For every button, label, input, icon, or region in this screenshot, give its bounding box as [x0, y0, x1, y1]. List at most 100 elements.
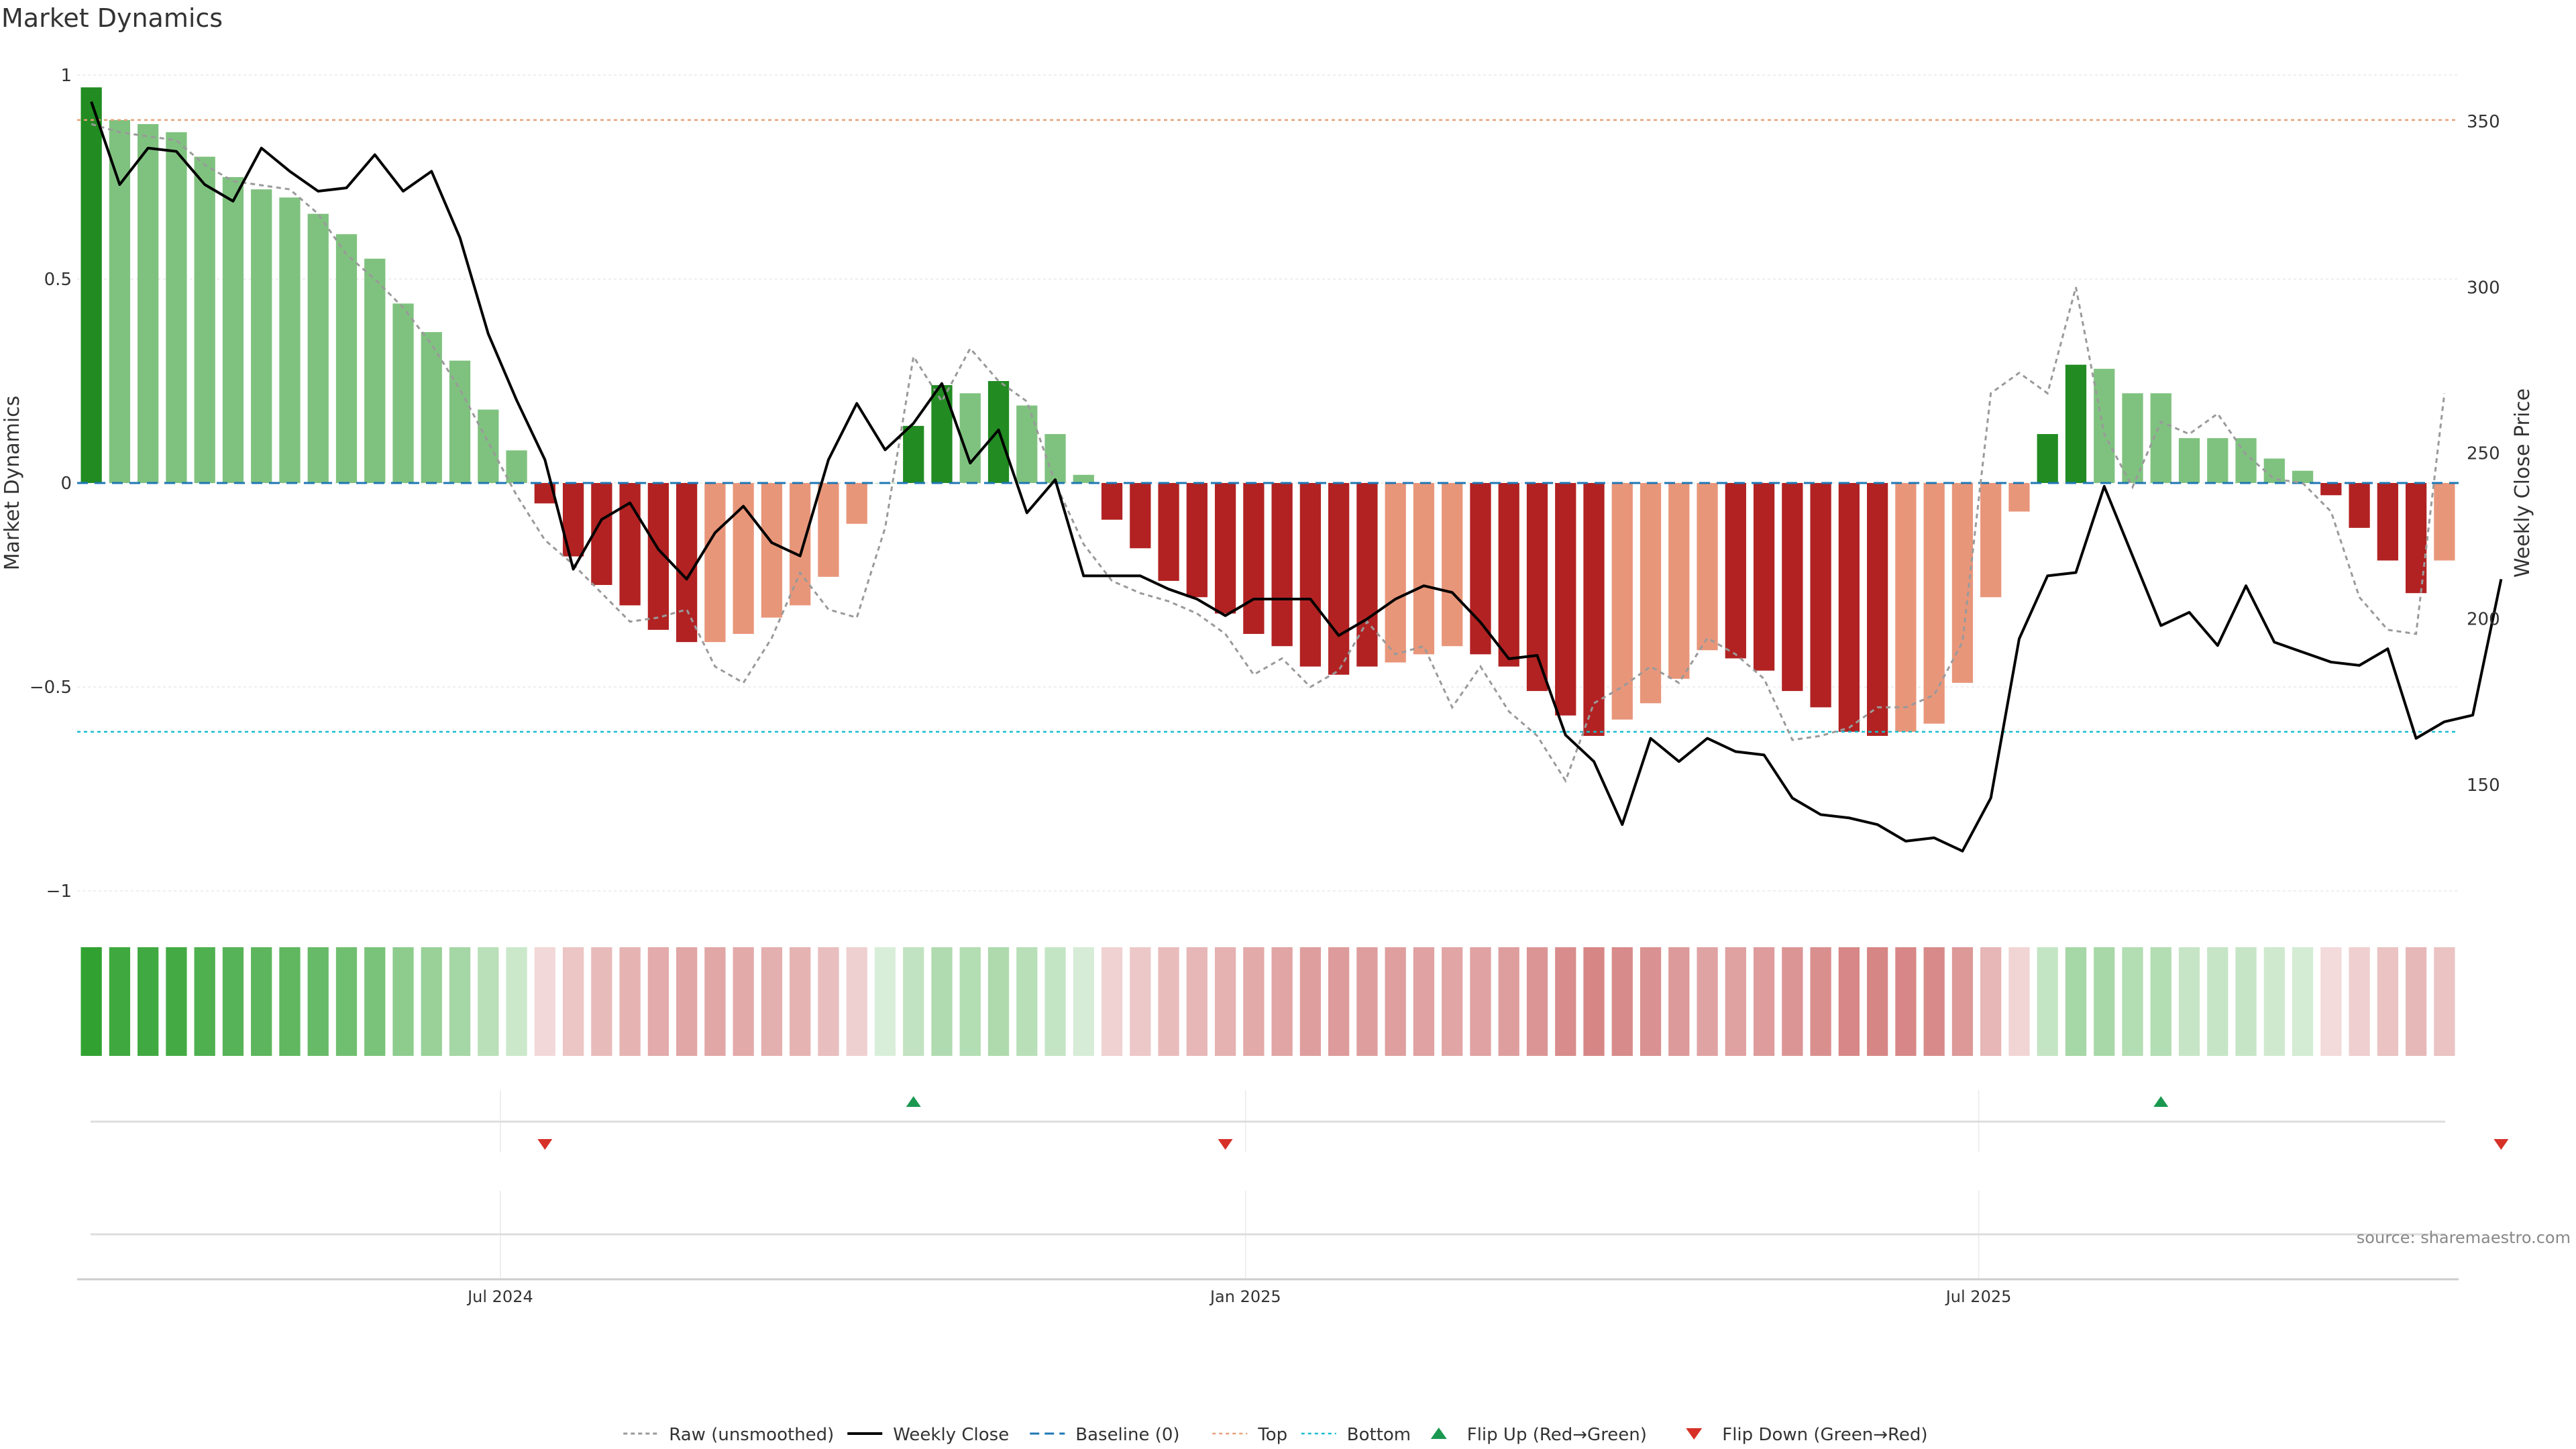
dynamics-bar — [1810, 483, 1831, 708]
dynamics-bar — [1923, 483, 1945, 724]
heat-strip-cell — [1980, 947, 2002, 1056]
legend-swatch-flip-up — [1430, 1428, 1447, 1439]
main-panel: 1 0.5 0 −0.5 −1 350 300 250 200 150 Market Dynamic… — [1, 66, 2534, 902]
heat-strip-cell — [1498, 947, 1519, 1056]
heat-strip-cell — [790, 947, 811, 1056]
heat-strip-cell — [1044, 947, 1066, 1056]
heat-strip-cell — [2178, 947, 2200, 1056]
x-tick-label: Jan 2025 — [1209, 1287, 1281, 1306]
heat-strip-cell — [1697, 947, 1718, 1056]
flip-marker-panel — [91, 1090, 2509, 1152]
dynamics-bar — [903, 425, 924, 483]
dynamics-bar — [1980, 483, 2002, 598]
heat-strip-cell — [2207, 947, 2229, 1056]
legend-item-flip-down: Flip Down (Green→Red) — [1686, 1425, 1928, 1445]
dynamics-bar — [1243, 483, 1265, 634]
heat-strip-cell — [222, 947, 244, 1056]
legend-label: Weekly Close — [893, 1425, 1009, 1445]
y-right-tick-label: 200 — [2467, 610, 2500, 630]
heat-strip-cell — [421, 947, 442, 1056]
dynamics-bar — [1186, 483, 1208, 598]
dynamics-bar — [2037, 434, 2058, 483]
heat-strip-cell — [1895, 947, 1917, 1056]
dynamics-bar — [2263, 458, 2285, 483]
dynamics-bar — [790, 483, 811, 606]
legend-label: Top — [1257, 1425, 1287, 1445]
heat-strip-cell — [364, 947, 386, 1056]
heat-strip-cell — [2065, 947, 2087, 1056]
dynamics-bar — [1555, 483, 1576, 716]
heat-strip — [80, 947, 2455, 1056]
dynamics-bar — [2405, 483, 2427, 594]
dynamics-bar — [1442, 483, 1463, 647]
dynamics-bar — [2178, 438, 2200, 483]
heat-strip-cell — [1782, 947, 1803, 1056]
y-right-tick-label: 250 — [2467, 444, 2500, 464]
dynamics-bar — [1413, 483, 1435, 655]
heat-strip-cell — [761, 947, 783, 1056]
heat-strip-cell — [2094, 947, 2115, 1056]
heat-strip-cell — [1413, 947, 1435, 1056]
heat-strip-cell — [2349, 947, 2370, 1056]
heat-strip-cell — [1923, 947, 1945, 1056]
heat-strip-cell — [1016, 947, 1038, 1056]
dynamics-bar — [1498, 483, 1519, 667]
heat-strip-cell — [251, 947, 272, 1056]
heat-strip-cell — [818, 947, 839, 1056]
heat-strip-cell — [1640, 947, 1662, 1056]
heat-strip-cell — [1725, 947, 1746, 1056]
dynamics-bar — [846, 483, 867, 524]
heat-strip-cell — [987, 947, 1010, 1056]
heat-strip-cell — [1243, 947, 1265, 1056]
heat-strip-cell — [109, 947, 131, 1056]
dynamics-bar — [1158, 483, 1179, 581]
legend-item-baseline: Baseline (0) — [1030, 1425, 1180, 1445]
chart-title: Market Dynamics — [1, 3, 223, 33]
y-tick-label: −0.5 — [30, 678, 72, 698]
y-right-tick-label: 350 — [2467, 112, 2500, 132]
heat-strip-cell — [392, 947, 414, 1056]
heat-strip-cell — [1810, 947, 1831, 1056]
dynamics-bar — [449, 360, 471, 483]
heat-strip-cell — [1385, 947, 1406, 1056]
dynamics-bar — [2377, 483, 2398, 561]
dynamics-bar — [138, 123, 159, 483]
y-tick-label: 1 — [60, 66, 72, 86]
dynamics-bar — [279, 197, 301, 483]
dynamics-bar — [761, 483, 783, 618]
legend-item-bottom: Bottom — [1301, 1425, 1411, 1445]
source-credit: source: sharemaestro.com — [2357, 1228, 2571, 1247]
dynamics-bar — [959, 393, 981, 483]
y-tick-label: 0.5 — [44, 270, 72, 290]
dynamics-bar — [1583, 483, 1605, 736]
dynamics-bar — [2094, 368, 2115, 483]
y-tick-label: −1 — [46, 881, 72, 902]
legend-label: Flip Up (Red→Green) — [1467, 1425, 1647, 1445]
dynamics-bar — [506, 450, 527, 483]
legend-label: Bottom — [1347, 1425, 1411, 1445]
legend-label: Flip Down (Green→Red) — [1722, 1425, 1927, 1445]
heat-strip-cell — [2037, 947, 2058, 1056]
dynamics-bar — [2207, 438, 2229, 483]
dynamics-bar — [1640, 483, 1662, 704]
dynamics-bar — [1271, 483, 1293, 647]
heat-strip-cell — [1866, 947, 1888, 1056]
heat-strip-cell — [647, 947, 669, 1056]
flip-down-marker — [537, 1139, 553, 1150]
dynamics-bar — [1611, 483, 1633, 720]
heat-strip-cell — [676, 947, 698, 1056]
y-axis-label: Market Dynamics — [1, 396, 24, 571]
x-tick-label: Jul 2025 — [1945, 1287, 2012, 1306]
dynamics-bar — [251, 189, 272, 483]
heat-strip-cell — [1356, 947, 1378, 1056]
heat-strip-cell — [506, 947, 527, 1056]
dynamics-bar — [222, 177, 244, 483]
dynamics-bar — [1782, 483, 1803, 692]
dynamics-bar — [1470, 483, 1491, 655]
heat-strip-cell — [194, 947, 215, 1056]
heat-strip-cell — [1951, 947, 1974, 1056]
heat-strip-cell — [1555, 947, 1576, 1056]
heat-strip-cell — [2320, 947, 2342, 1056]
heat-strip-cell — [1668, 947, 1690, 1056]
